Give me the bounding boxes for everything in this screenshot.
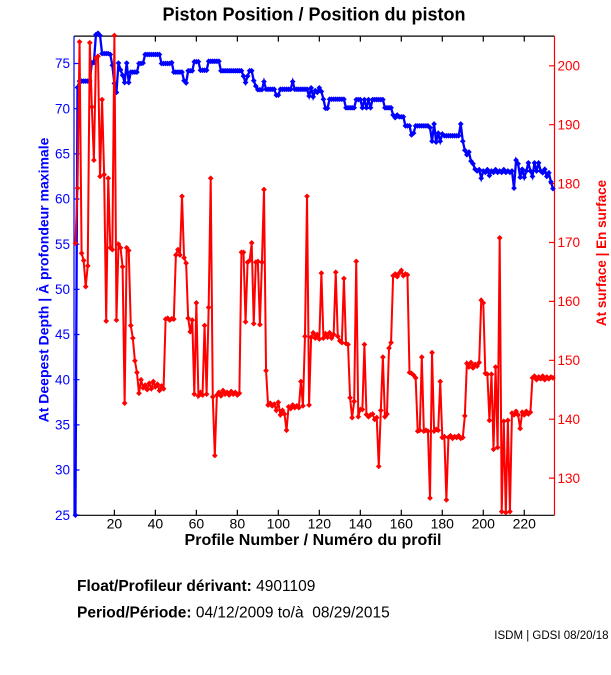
svg-text:60: 60 (55, 192, 70, 207)
svg-text:Period/Période: 04/12/2009 to/: Period/Période: 04/12/2009 to/à 08/29/20… (77, 605, 390, 622)
svg-text:80: 80 (230, 516, 246, 532)
svg-text:180: 180 (558, 176, 581, 191)
svg-text:55: 55 (55, 237, 70, 252)
svg-text:At surface | En surface: At surface | En surface (594, 179, 609, 326)
svg-text:Float/Profileur dérivant: 4901: Float/Profileur dérivant: 4901109 (77, 578, 315, 595)
svg-text:35: 35 (55, 418, 70, 433)
svg-text:Profile Number / Numéro du pro: Profile Number / Numéro du profil (185, 532, 442, 549)
svg-text:120: 120 (308, 516, 332, 532)
svg-text:45: 45 (55, 327, 70, 342)
svg-text:40: 40 (55, 372, 70, 387)
svg-text:140: 140 (558, 412, 581, 427)
svg-text:50: 50 (55, 282, 70, 297)
svg-text:75: 75 (55, 56, 70, 71)
svg-text:At Deepest Depth | À profondeu: At Deepest Depth | À profondeur maximale (36, 137, 52, 422)
svg-text:140: 140 (349, 516, 373, 532)
svg-text:170: 170 (558, 235, 581, 250)
svg-text:160: 160 (558, 294, 581, 309)
svg-text:220: 220 (513, 516, 537, 532)
svg-text:Piston Position / Position du: Piston Position / Position du piston (163, 5, 466, 25)
svg-text:200: 200 (558, 59, 581, 74)
svg-text:60: 60 (189, 516, 205, 532)
svg-text:30: 30 (55, 463, 70, 478)
svg-text:190: 190 (558, 117, 581, 132)
svg-text:65: 65 (55, 147, 70, 162)
svg-text:70: 70 (55, 101, 70, 116)
svg-text:ISDM | GDSI 08/20/18: ISDM | GDSI 08/20/18 (494, 630, 608, 642)
svg-text:180: 180 (431, 516, 455, 532)
svg-text:20: 20 (107, 516, 123, 532)
svg-text:100: 100 (267, 516, 291, 532)
svg-text:130: 130 (558, 471, 581, 486)
svg-text:200: 200 (472, 516, 496, 532)
svg-text:150: 150 (558, 353, 581, 368)
svg-text:25: 25 (55, 508, 70, 523)
svg-text:40: 40 (148, 516, 164, 532)
svg-text:160: 160 (390, 516, 414, 532)
